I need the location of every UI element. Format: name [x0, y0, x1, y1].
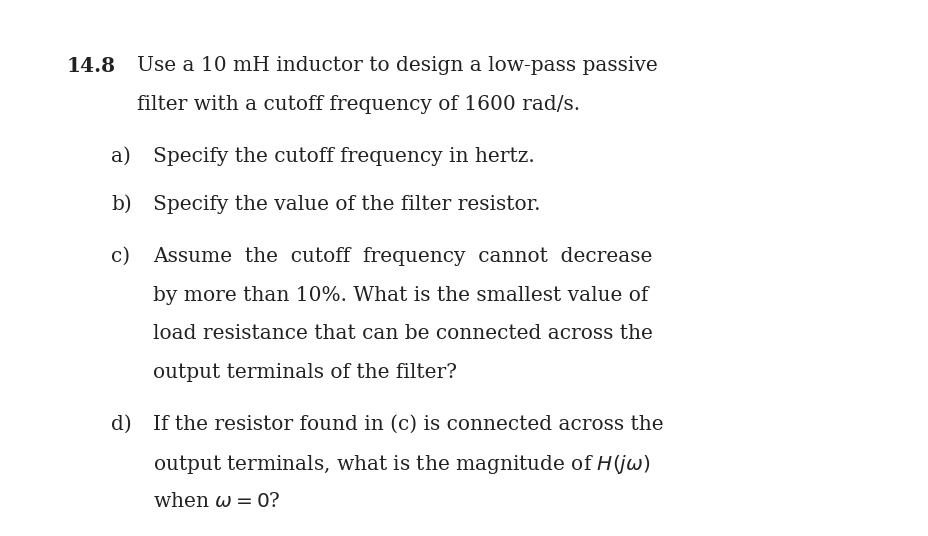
Text: Assume  the  cutoff  frequency  cannot  decrease: Assume the cutoff frequency cannot decre…: [153, 247, 652, 266]
Text: load resistance that can be connected across the: load resistance that can be connected ac…: [153, 324, 652, 343]
Text: a): a): [111, 147, 131, 166]
Text: when $\omega = 0$?: when $\omega = 0$?: [153, 492, 280, 511]
Text: output terminals of the filter?: output terminals of the filter?: [153, 363, 457, 382]
Text: 14.8: 14.8: [67, 56, 116, 76]
Text: b): b): [111, 195, 132, 214]
Text: Specify the value of the filter resistor.: Specify the value of the filter resistor…: [153, 195, 540, 214]
Text: c): c): [111, 247, 131, 266]
Text: by more than 10%. What is the smallest value of: by more than 10%. What is the smallest v…: [153, 286, 648, 304]
Text: If the resistor found in (c) is connected across the: If the resistor found in (c) is connecte…: [153, 415, 664, 434]
Text: filter with a cutoff frequency of 1600 rad/s.: filter with a cutoff frequency of 1600 r…: [137, 95, 580, 114]
Text: Use a 10 mH inductor to design a low-pass passive: Use a 10 mH inductor to design a low-pas…: [137, 56, 658, 75]
Text: output terminals, what is the magnitude of $H(j\omega)$: output terminals, what is the magnitude …: [153, 453, 651, 477]
Text: d): d): [111, 415, 132, 434]
Text: Specify the cutoff frequency in hertz.: Specify the cutoff frequency in hertz.: [153, 147, 535, 166]
